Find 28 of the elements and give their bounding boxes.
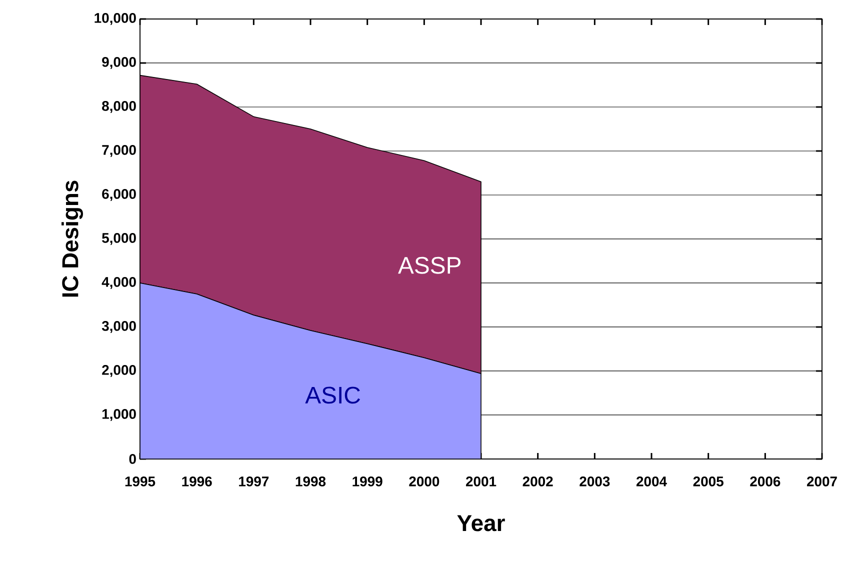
y-tick-label: 5,000 xyxy=(102,233,136,245)
x-tick-label: 1995 xyxy=(125,476,156,486)
x-tick-label: 1998 xyxy=(296,476,326,486)
x-tick-label: 1999 xyxy=(352,476,382,486)
x-tick-label: 2005 xyxy=(693,476,724,486)
y-tick-label: 0 xyxy=(129,454,136,464)
x-tick-label: 1996 xyxy=(182,476,212,486)
y-tick-label: 2,000 xyxy=(102,365,136,377)
x-tick-label: 2003 xyxy=(580,476,610,486)
y-tick-label: 7,000 xyxy=(102,145,136,157)
y-tick-label: 8,000 xyxy=(102,101,136,113)
x-tick-label: 2001 xyxy=(466,476,496,486)
y-tick-label: 6,000 xyxy=(102,189,136,201)
y-tick-label: 4,000 xyxy=(102,277,136,289)
x-axis-title: Year xyxy=(457,515,505,532)
x-tick-label: 1997 xyxy=(239,476,269,486)
x-tick-label: 2000 xyxy=(409,476,440,486)
x-tick-label: 2007 xyxy=(806,476,837,486)
series-label: ASIC xyxy=(305,386,360,404)
y-tick-label: 10,000 xyxy=(94,13,136,25)
y-tick-label: 9,000 xyxy=(102,57,136,69)
y-axis-title: IC Designs xyxy=(62,180,83,297)
x-tick-label: 2004 xyxy=(636,476,667,486)
x-tick-label: 2002 xyxy=(522,476,553,486)
y-tick-label: 3,000 xyxy=(102,321,136,333)
x-tick-label: 2006 xyxy=(750,476,780,486)
y-tick-label: 1,000 xyxy=(102,409,136,421)
series-label: ASSP xyxy=(398,256,460,274)
